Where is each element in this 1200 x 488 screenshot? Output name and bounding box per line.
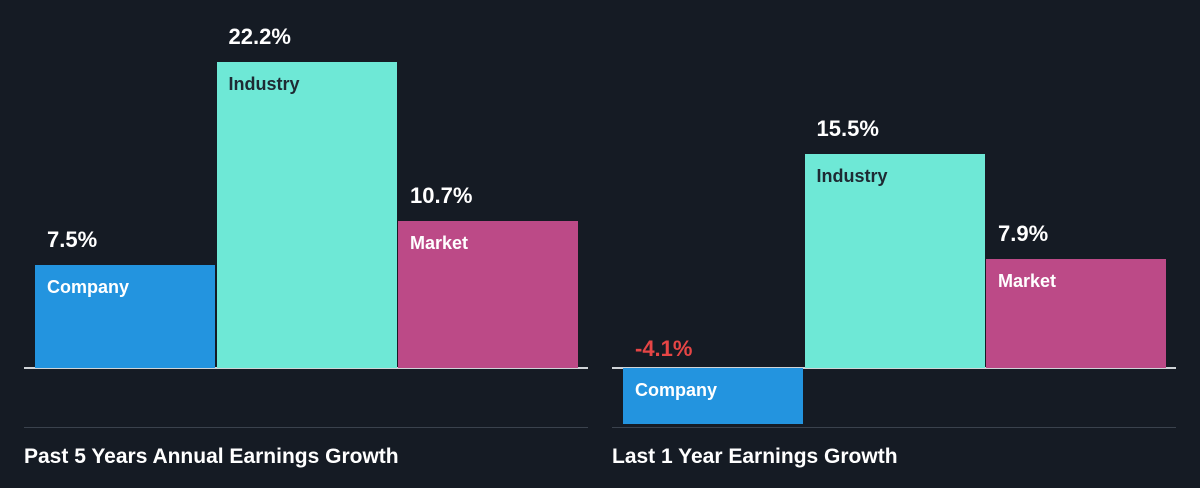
bar-market: Market	[986, 259, 1166, 368]
bar-label: Market	[998, 271, 1057, 292]
bar-company: Company	[623, 368, 803, 425]
value-label: 7.9%	[998, 221, 1049, 247]
value-label: -4.1%	[635, 336, 693, 361]
separator	[612, 427, 1176, 428]
bar-label: Industry	[816, 166, 888, 187]
chart-title: Last 1 Year Earnings Growth	[612, 445, 898, 468]
bar-label: Company	[47, 276, 130, 297]
value-label: 15.5%	[816, 116, 879, 142]
value-label: 7.5%	[47, 226, 98, 252]
chart-last-1-year: Last 1 Year Earnings Growth Company -4.1%…	[612, 0, 1176, 488]
baseline	[24, 367, 588, 369]
bar-label: Industry	[228, 74, 300, 95]
bar-company: Company	[35, 264, 215, 368]
bar-industry: Industry	[216, 62, 397, 368]
value-label: 22.2%	[228, 24, 291, 50]
bar-industry: Industry	[804, 154, 985, 368]
separator	[24, 427, 588, 428]
chart-past-5-years: Past 5 Years Annual Earnings Growth Comp…	[24, 0, 588, 488]
baseline	[612, 367, 1176, 369]
bar-label: Market	[410, 232, 469, 253]
value-label: 10.7%	[410, 182, 473, 208]
chart-title: Past 5 Years Annual Earnings Growth	[24, 445, 399, 468]
bar-label: Company	[635, 380, 718, 400]
bar-market: Market	[398, 220, 578, 368]
